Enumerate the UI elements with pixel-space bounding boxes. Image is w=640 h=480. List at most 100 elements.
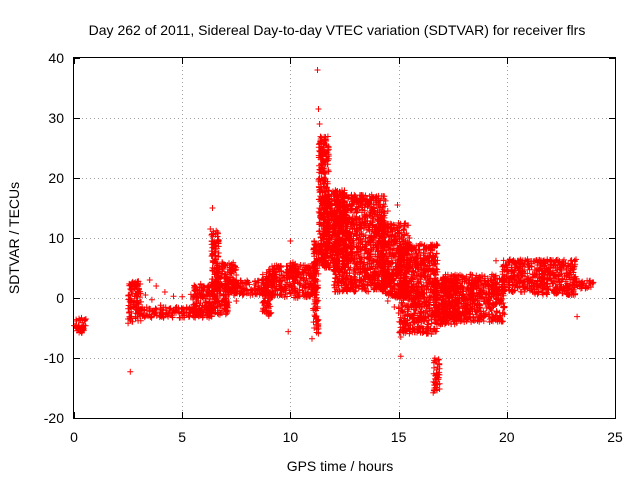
data-point (417, 241, 424, 247)
data-point (384, 208, 391, 214)
data-point (406, 289, 413, 295)
data-point (482, 295, 489, 301)
data-point (557, 266, 564, 273)
data-point (270, 277, 277, 283)
data-point (190, 308, 196, 315)
data-point (417, 292, 424, 298)
data-point (341, 191, 348, 198)
dense-marker-cloud (72, 133, 596, 394)
data-point (536, 271, 543, 277)
data-point (314, 67, 321, 73)
data-point (263, 304, 270, 310)
data-point (289, 265, 296, 271)
data-point (433, 370, 440, 376)
y-tick-label: 30 (48, 110, 64, 126)
data-point (319, 169, 326, 175)
y-tick-label: 0 (56, 290, 64, 306)
data-point (200, 304, 207, 311)
y-tick-label: -20 (44, 410, 64, 426)
data-point (187, 291, 194, 298)
data-point (352, 271, 359, 277)
data-point (313, 271, 320, 277)
data-point (384, 298, 391, 304)
data-point (212, 256, 219, 262)
data-point (127, 286, 134, 292)
data-point (432, 376, 439, 382)
data-point (514, 283, 521, 289)
data-point (406, 235, 413, 241)
data-point (311, 325, 318, 331)
data-point (179, 310, 186, 317)
data-point (135, 286, 142, 293)
data-point (399, 325, 406, 331)
data-point (402, 319, 409, 325)
data-point (125, 316, 132, 322)
data-point (430, 389, 437, 396)
data-points (71, 67, 597, 396)
data-point (209, 238, 216, 244)
data-point (291, 275, 298, 282)
data-point (207, 226, 214, 232)
x-tick-label: 15 (391, 429, 407, 445)
data-point (126, 292, 133, 298)
data-point (287, 238, 294, 244)
data-point (493, 280, 499, 286)
data-point (208, 232, 215, 238)
data-point (161, 289, 168, 295)
data-point (384, 280, 391, 286)
data-point (146, 277, 153, 283)
data-point (322, 184, 328, 190)
data-point (460, 286, 467, 292)
data-point (313, 292, 320, 298)
data-point (222, 262, 229, 268)
axis-ticks (74, 58, 616, 419)
data-point (126, 310, 133, 316)
data-point (438, 316, 445, 322)
data-point (129, 280, 136, 286)
data-point (449, 283, 456, 289)
data-point (514, 265, 521, 271)
data-point (261, 308, 268, 315)
data-point (397, 334, 404, 340)
data-point (79, 326, 86, 333)
data-point (428, 244, 435, 250)
y-axis-label: SDTVAR / TECUs (6, 182, 22, 294)
data-point (363, 196, 370, 202)
data-point (254, 286, 261, 292)
data-point (406, 313, 413, 319)
data-point (285, 328, 292, 335)
data-point (590, 279, 597, 286)
data-point (157, 302, 164, 309)
data-point (568, 292, 575, 298)
data-point (179, 293, 186, 300)
data-point (196, 287, 203, 294)
data-point (374, 277, 380, 283)
chart-title: Day 262 of 2011, Sidereal Day-to-day VTE… (89, 22, 586, 38)
data-point (153, 283, 160, 289)
data-point (313, 313, 320, 319)
data-point (471, 283, 478, 289)
data-point (318, 151, 325, 157)
data-point (395, 310, 402, 316)
data-point (213, 260, 220, 267)
data-point (495, 316, 502, 322)
data-point (127, 368, 134, 375)
data-point (568, 274, 575, 280)
data-point (231, 267, 238, 274)
data-point (468, 319, 475, 325)
x-tick-label: 10 (283, 429, 299, 445)
data-point (503, 268, 510, 274)
data-point (501, 274, 508, 280)
data-point (209, 281, 216, 288)
data-point (434, 289, 441, 295)
data-point (482, 278, 489, 285)
data-point (536, 257, 543, 264)
data-point (449, 304, 456, 310)
data-point (525, 262, 532, 268)
data-point (434, 364, 441, 370)
data-point (80, 322, 87, 328)
data-point (315, 106, 322, 112)
data-point (395, 220, 402, 226)
data-point (183, 307, 190, 313)
